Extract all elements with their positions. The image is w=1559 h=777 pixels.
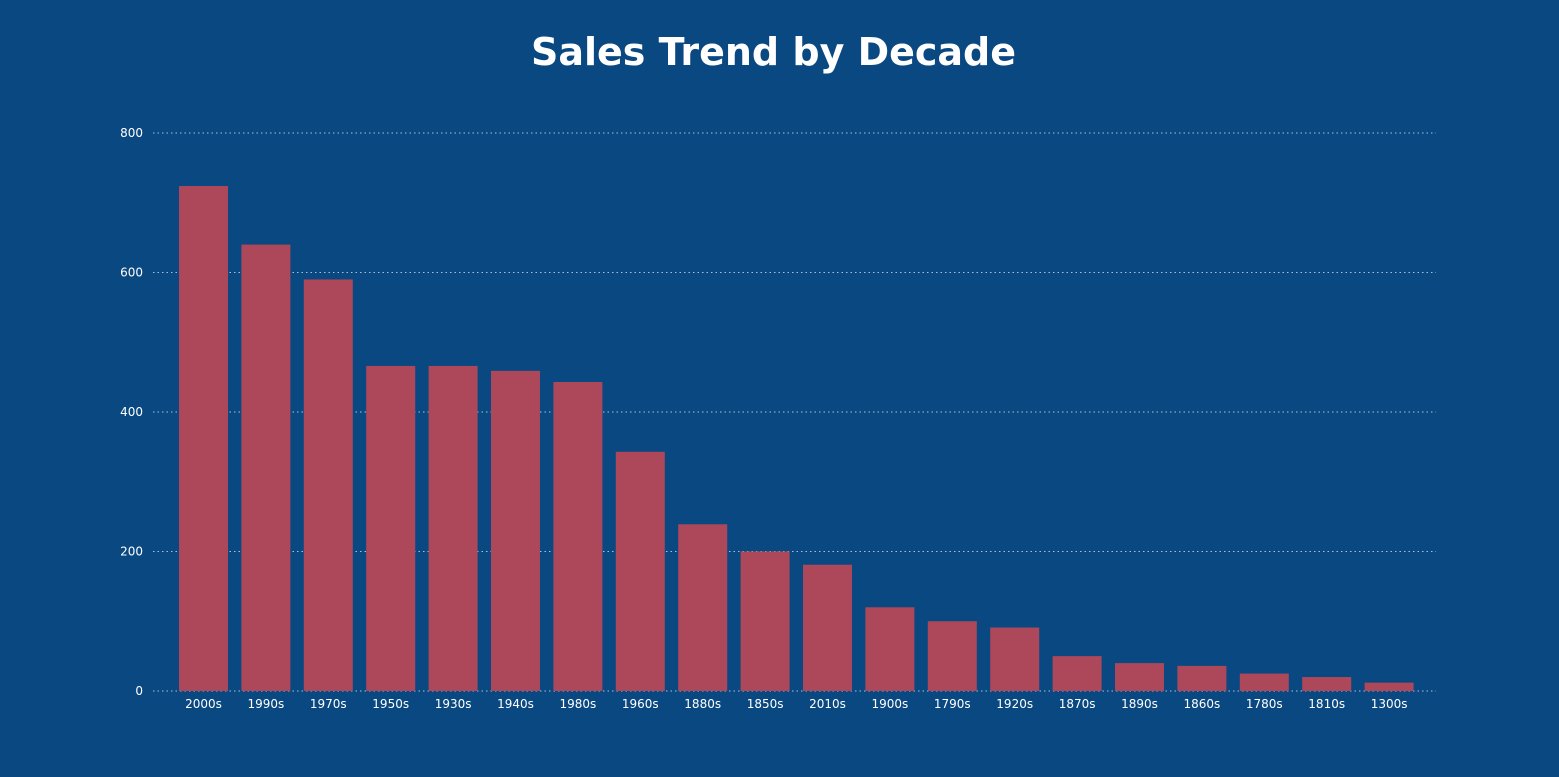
x-tick-label: 1860s xyxy=(1184,697,1221,711)
x-tick-label: 1300s xyxy=(1371,697,1408,711)
chart-title: Sales Trend by Decade xyxy=(530,30,1017,74)
y-tick-label: 200 xyxy=(120,545,143,559)
bar[interactable] xyxy=(491,370,540,691)
bar[interactable] xyxy=(927,621,977,691)
bar[interactable] xyxy=(1052,656,1102,691)
bar[interactable] xyxy=(303,279,353,691)
x-tick-label: 1890s xyxy=(1121,697,1158,711)
bar[interactable] xyxy=(865,607,915,691)
x-tick-label: 1900s xyxy=(872,697,909,711)
x-tick-label: 1970s xyxy=(310,697,347,711)
bar[interactable] xyxy=(990,627,1040,691)
x-axis-ticks: 2000s 1990s 1970s 1950s 1930s 1940s 1980s 1960s… xyxy=(185,697,1407,711)
x-tick-label: 1940s xyxy=(497,697,534,711)
x-tick-label: 1880s xyxy=(684,697,721,711)
bar[interactable] xyxy=(1115,663,1164,691)
bar[interactable] xyxy=(615,451,665,691)
bar[interactable] xyxy=(179,186,228,691)
x-tick-label: 1780s xyxy=(1246,697,1283,711)
bar[interactable] xyxy=(1177,665,1227,691)
x-tick-label: 1960s xyxy=(622,697,659,711)
bar[interactable] xyxy=(1302,677,1352,691)
x-tick-label: 1870s xyxy=(1059,697,1096,711)
x-tick-label: 1980s xyxy=(560,697,597,711)
bar[interactable] xyxy=(740,551,790,692)
bar[interactable] xyxy=(1364,682,1414,691)
bar[interactable] xyxy=(241,244,291,691)
y-axis-ticks: 0 200 400 600 800 xyxy=(120,126,143,698)
bar[interactable] xyxy=(678,524,728,691)
y-tick-label: 0 xyxy=(135,684,143,698)
x-tick-label: 1790s xyxy=(934,697,971,711)
x-tick-label: 2000s xyxy=(185,697,222,711)
x-tick-label: 1850s xyxy=(747,697,784,711)
x-tick-label: 2010s xyxy=(809,697,846,711)
y-tick-label: 600 xyxy=(120,266,143,280)
bar[interactable] xyxy=(366,365,416,691)
bar[interactable] xyxy=(803,564,852,691)
x-tick-label: 1950s xyxy=(372,697,409,711)
bars xyxy=(179,186,1414,691)
bar[interactable] xyxy=(1239,673,1289,691)
bar[interactable] xyxy=(553,382,603,691)
y-tick-label: 800 xyxy=(120,126,143,140)
x-tick-label: 1930s xyxy=(435,697,472,711)
x-tick-label: 1990s xyxy=(248,697,285,711)
bar[interactable] xyxy=(428,365,478,691)
y-tick-label: 400 xyxy=(120,405,143,419)
x-tick-label: 1920s xyxy=(996,697,1033,711)
x-tick-label: 1810s xyxy=(1308,697,1345,711)
